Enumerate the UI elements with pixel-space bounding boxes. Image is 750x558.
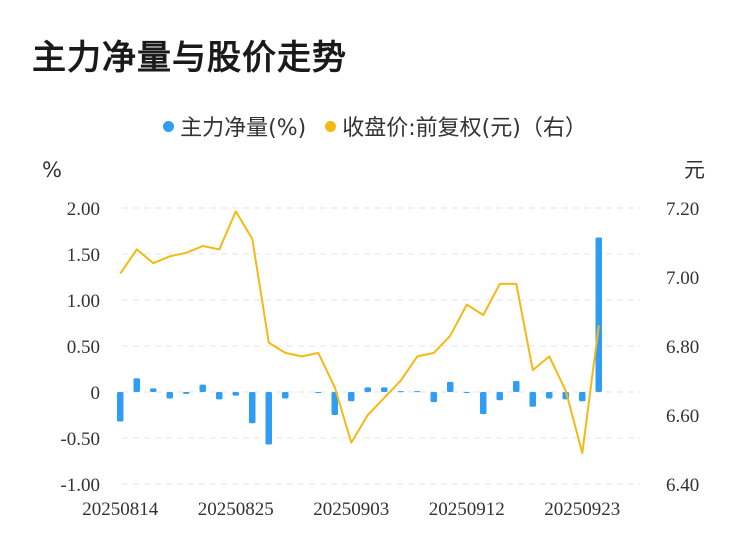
net-flow-bar: [381, 387, 388, 392]
net-flow-bar: [463, 392, 470, 393]
net-flow-bar: [133, 378, 140, 392]
left-axis-unit: %: [42, 158, 62, 182]
net-flow-bar: [430, 392, 437, 403]
net-flow-bar: [414, 391, 421, 393]
net-flow-bar: [117, 392, 124, 422]
legend-label-close-price: 收盘价:前复权(元)（右）: [342, 116, 587, 141]
legend-label-net-flow: 主力净量(%): [180, 116, 307, 141]
net-flow-bar: [265, 392, 272, 445]
net-flow-bar: [595, 237, 602, 392]
right-tick-label: 7.20: [666, 199, 699, 220]
net-flow-bar: [513, 380, 520, 392]
net-flow-bar: [331, 392, 338, 415]
left-axis-ticks: 2.00 1.50 1.00 0.50 0 -0.50 -1.00: [60, 199, 100, 496]
right-axis-ticks: 7.20 7.00 6.80 6.60 6.40: [666, 199, 699, 496]
x-tick-label: 20250903: [313, 499, 389, 520]
net-flow-bar: [447, 381, 454, 392]
left-tick-label: -1.00: [60, 475, 100, 496]
close-price-line: [119, 210, 600, 454]
net-flow-bar: [249, 392, 256, 424]
left-tick-label: -0.50: [60, 429, 100, 450]
legend-dot-net-flow: [163, 120, 175, 132]
net-flow-bars: [117, 237, 602, 445]
right-tick-label: 7.00: [666, 268, 699, 289]
net-flow-bar: [166, 392, 173, 399]
legend: 主力净量(%) 收盘价:前复权(元)（右）: [0, 110, 750, 142]
net-flow-bar: [150, 388, 157, 392]
legend-dot-close-price: [325, 120, 337, 132]
net-flow-bar: [496, 392, 503, 401]
net-flow-bar: [364, 387, 371, 392]
right-axis-unit: 元: [684, 158, 705, 182]
right-tick-label: 6.80: [666, 337, 699, 358]
x-tick-label: 20250825: [198, 499, 274, 520]
net-flow-bar: [183, 392, 190, 394]
net-flow-bar: [529, 392, 536, 407]
x-tick-label: 20250912: [429, 499, 505, 520]
net-flow-bar: [232, 392, 239, 396]
net-flow-bar: [282, 392, 289, 399]
left-tick-label: 1.50: [67, 245, 100, 266]
left-tick-label: 2.00: [67, 199, 100, 220]
net-flow-bar: [348, 392, 355, 402]
x-tick-label: 20250923: [544, 499, 620, 520]
x-axis-ticks: 20250814 20250825 20250903 20250912 20250923: [82, 499, 620, 520]
legend-item-close-price[interactable]: 收盘价:前复权(元)（右）: [325, 110, 587, 142]
left-tick-label: 0: [91, 383, 101, 404]
right-tick-label: 6.40: [666, 475, 699, 496]
net-flow-bar: [315, 392, 322, 393]
close-price-line-group: [119, 210, 600, 454]
gridlines: [122, 207, 640, 485]
legend-item-net-flow[interactable]: 主力净量(%): [163, 110, 306, 142]
left-tick-label: 0.50: [67, 337, 100, 358]
net-flow-bar: [397, 391, 404, 393]
x-tick-label: 20250814: [82, 499, 159, 520]
net-flow-bar: [216, 392, 223, 400]
right-tick-label: 6.60: [666, 406, 699, 427]
net-flow-bar: [480, 392, 487, 415]
left-tick-label: 1.00: [67, 291, 100, 312]
net-flow-bar: [579, 392, 586, 402]
net-flow-bar: [199, 384, 206, 392]
net-flow-bar: [546, 392, 553, 399]
chart-title: 主力净量与股价走势: [32, 38, 347, 78]
